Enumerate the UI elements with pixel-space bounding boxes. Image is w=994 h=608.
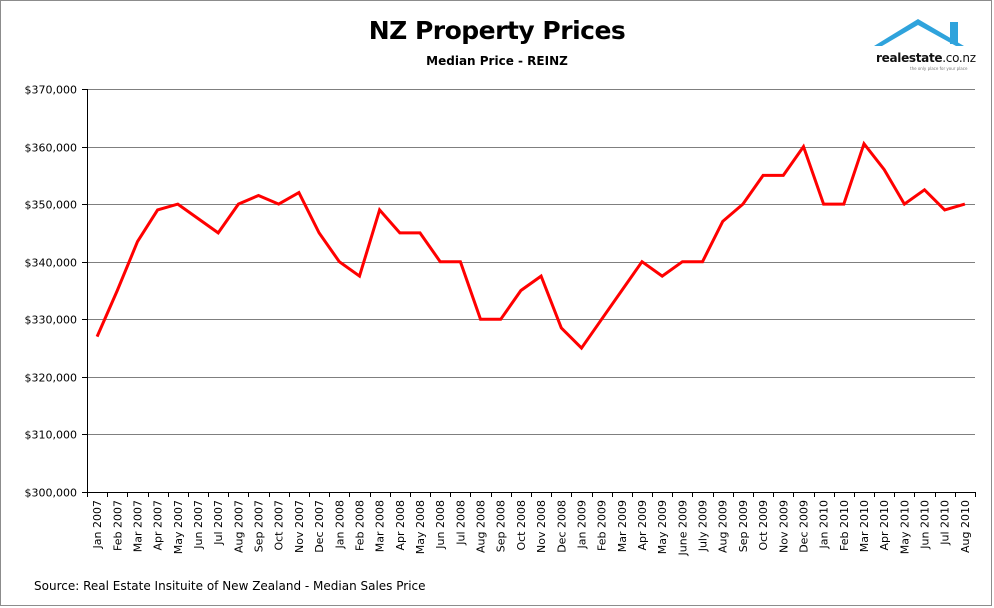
x-tick-label: Aug 2007	[232, 500, 245, 553]
logo-wordmark: realestate.co.nz	[876, 51, 976, 65]
x-tick-label: Aug 2010	[959, 500, 972, 553]
x-tick-label: Sep 2008	[495, 500, 508, 552]
x-tick-label: Feb 2008	[353, 500, 366, 551]
chart-title: NZ Property Prices	[368, 16, 626, 45]
x-tick-label: July 2009	[697, 500, 710, 552]
x-tick-label: Sep 2009	[737, 500, 750, 552]
x-tick-label: Jan 2010	[818, 500, 831, 549]
series-line	[95, 140, 966, 351]
y-tick-label: $370,000	[25, 84, 78, 97]
x-tick-label: Jan 2009	[575, 500, 588, 549]
x-tick-label: Nov 2008	[535, 500, 548, 553]
x-tick-label: Mar 2008	[374, 500, 387, 552]
x-tick-label: Oct 2009	[757, 500, 770, 551]
x-tick-label: Dec 2008	[555, 500, 568, 553]
x-tick-label: Mar 2010	[858, 500, 871, 552]
x-tick-label: Mar 2007	[131, 500, 144, 552]
y-tick-label: $310,000	[25, 429, 78, 442]
y-tick-label: $340,000	[25, 257, 78, 270]
x-tick-label: Apr 2007	[152, 500, 165, 551]
x-tick-label: May 2009	[656, 500, 669, 554]
y-tick-label: $350,000	[25, 199, 78, 212]
x-tick-label: Feb 2010	[838, 500, 851, 551]
x-tick-label: Oct 2008	[515, 500, 528, 551]
x-tick-label: Mar 2009	[616, 500, 629, 552]
x-tick-label: Jul 2008	[454, 500, 467, 546]
x-tick-label: Apr 2009	[636, 500, 649, 551]
x-tick-label: May 2007	[172, 500, 185, 554]
x-tick-label: Dec 2007	[313, 500, 326, 553]
logo-wordmark-bold: realestate	[876, 51, 943, 65]
x-tick-label: Nov 2009	[777, 500, 790, 553]
logo-tagline: the only place for your place	[910, 66, 968, 71]
x-tick-label: Jan 2008	[333, 500, 346, 549]
y-tick-label: $300,000	[25, 487, 78, 500]
logo-wordmark-domain: .co.nz	[942, 51, 976, 65]
x-tick-label: Jul 2010	[939, 500, 952, 546]
x-tick-label: Jun 2007	[192, 500, 205, 550]
x-tick-label: Aug 2009	[717, 500, 730, 553]
y-tick-label: $320,000	[25, 372, 78, 385]
x-tick-label: Jul 2007	[212, 500, 225, 546]
x-tick-label: Sep 2007	[253, 500, 266, 552]
x-tick-label: Dec 2009	[797, 500, 810, 553]
x-tick-label: Nov 2007	[293, 500, 306, 553]
x-tick-label: Feb 2009	[596, 500, 609, 551]
house-logo-icon	[874, 19, 964, 46]
x-tick-label: Aug 2008	[475, 500, 488, 553]
x-tick-label: Jan 2007	[91, 500, 104, 549]
x-tick-label: Feb 2007	[111, 500, 124, 551]
y-tick-label: $330,000	[25, 314, 78, 327]
x-tick-label: Jun 2008	[434, 500, 447, 550]
x-tick-label: Apr 2010	[878, 500, 891, 551]
x-tick-label: May 2010	[898, 500, 911, 554]
chart-subtitle: Median Price - REINZ	[426, 54, 568, 68]
source-note: Source: Real Estate Insituite of New Zea…	[34, 579, 426, 593]
x-tick-label: Apr 2008	[394, 500, 407, 551]
x-tick-label: June 2009	[676, 500, 689, 556]
x-tick-label: Jun 2010	[919, 500, 932, 550]
x-tick-label: Oct 2007	[273, 500, 286, 551]
x-tick-label: May 2008	[414, 500, 427, 554]
y-tick-label: $360,000	[25, 142, 78, 155]
